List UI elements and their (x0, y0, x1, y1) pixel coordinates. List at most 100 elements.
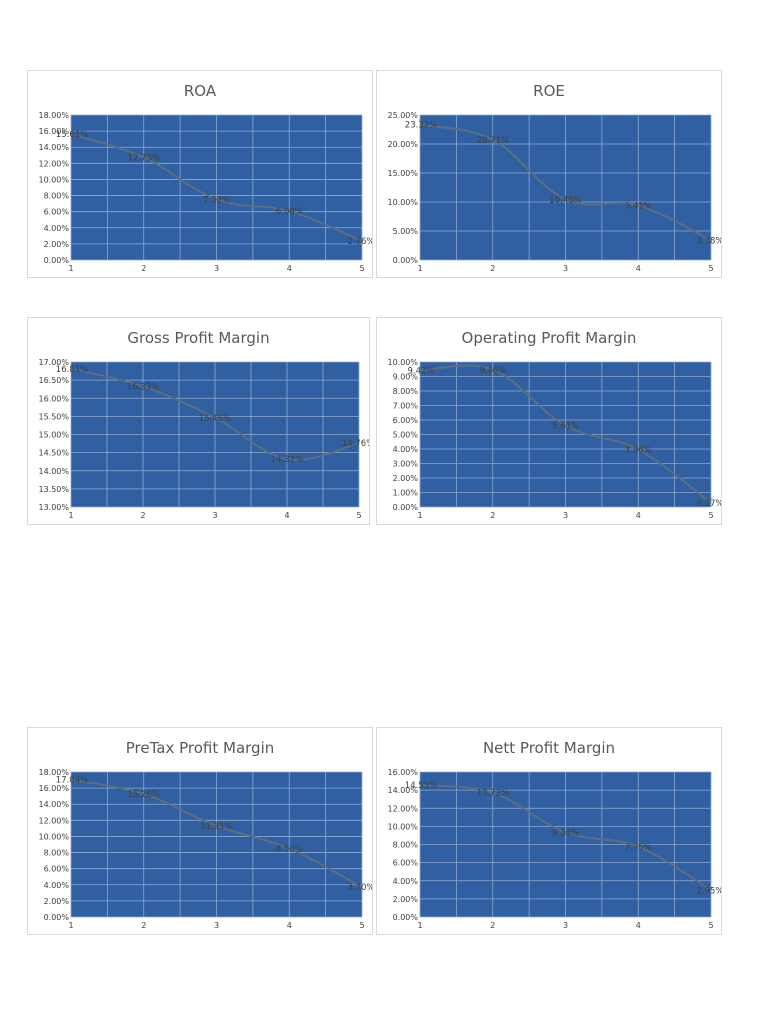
chart-title: PreTax Profit Margin (126, 739, 275, 757)
chart-roa: ROA 0.00% 2.00% 4.00% 6.00% 8.00% 10.00% 12.00%… (27, 70, 373, 278)
series-line (419, 784, 712, 892)
x-tick-label: 1 (417, 921, 422, 930)
series-line (419, 364, 712, 504)
data-label: 16.81% (56, 365, 88, 375)
y-tick-label: 18.00% (38, 111, 69, 120)
data-label: 20.71% (477, 136, 509, 146)
series-line (70, 367, 360, 461)
data-label: 13.72% (477, 789, 509, 799)
chart-title: ROA (184, 82, 217, 100)
y-tick-label: 8.00% (393, 387, 419, 396)
y-tick-label: 13.50% (38, 485, 69, 494)
chart-svg: Nett Profit Margin 0.00% 2.00% 4.00% 6.00% 8.… (387, 739, 721, 930)
data-label: 6.08% (276, 207, 303, 217)
y-tick-label: 14.00% (38, 467, 69, 476)
y-tick-label: 12.00% (38, 159, 69, 168)
data-label: 23.32% (405, 121, 437, 131)
data-label: 3.70% (347, 883, 372, 893)
x-tick-label: 2 (490, 264, 495, 273)
data-label: 16.33% (127, 382, 159, 392)
y-tick-label: 10.00% (38, 832, 69, 841)
y-tick-label: 13.00% (38, 503, 69, 512)
y-tick-label: 14.00% (387, 786, 418, 795)
y-tick-label: 15.00% (387, 169, 418, 178)
x-tick-label: 4 (287, 264, 292, 273)
y-tick-label: 6.00% (44, 865, 70, 874)
y-tick-label: 15.00% (38, 431, 69, 440)
y-tick-label: 10.00% (387, 198, 418, 207)
chart-nett-profit-margin: Nett Profit Margin 0.00% 2.00% 4.00% 6.00% 8.… (376, 727, 722, 935)
chart-title: Gross Profit Margin (127, 329, 269, 347)
y-tick-label: 0.00% (393, 913, 419, 922)
data-label: 7.52% (203, 195, 230, 205)
x-tick-label: 4 (284, 511, 289, 520)
chart-title: Operating Profit Margin (462, 329, 637, 347)
y-tick-label: 10.00% (387, 358, 418, 367)
x-tick-label: 4 (636, 921, 641, 930)
data-label: 9.42% (407, 366, 434, 376)
y-tick-label: 5.00% (393, 431, 419, 440)
y-tick-label: 0.00% (393, 503, 419, 512)
y-tick-label: 0.00% (393, 256, 419, 265)
y-tick-label: 2.00% (44, 240, 70, 249)
y-tick-label: 16.00% (38, 394, 69, 403)
series-line (70, 133, 363, 242)
x-tick-label: 3 (563, 921, 568, 930)
y-tick-label: 8.00% (393, 841, 419, 850)
y-tick-label: 0.00% (44, 256, 70, 265)
data-label: 15.26% (128, 790, 160, 800)
x-tick-label: 5 (359, 921, 364, 930)
y-tick-label: 6.00% (393, 416, 419, 425)
chart-svg: Gross Profit Margin 13.00% 13.50% 14.00% 14.… (38, 329, 369, 520)
chart-pretax-profit-margin: PreTax Profit Margin 0.00% 2.00% 4.00% 6.00%… (27, 727, 373, 935)
x-tick-label: 5 (359, 264, 364, 273)
chart-svg: ROA 0.00% 2.00% 4.00% 6.00% 8.00% 10.00% 12.00%… (38, 82, 372, 273)
data-label: 9.34% (552, 828, 579, 838)
series-line (419, 123, 712, 242)
series-line (70, 778, 363, 889)
x-tick-label: 2 (140, 511, 145, 520)
y-tick-label: 18.00% (38, 768, 69, 777)
data-label: 15.62% (56, 130, 88, 140)
x-tick-label: 1 (417, 511, 422, 520)
x-tick-label: 2 (490, 511, 495, 520)
y-tick-label: 16.50% (38, 376, 69, 385)
data-label: 3.38% (696, 236, 721, 246)
x-tick-label: 3 (214, 264, 219, 273)
chart-svg: Operating Profit Margin 0.00% 1.00% 2.00% 3.… (387, 329, 721, 520)
y-tick-label: 15.50% (38, 412, 69, 421)
y-tick-label: 14.50% (38, 449, 69, 458)
data-label: 12.73% (128, 153, 160, 163)
chart-operating-profit-margin: Operating Profit Margin 0.00% 1.00% 2.00% 3.… (376, 317, 722, 525)
y-tick-label: 16.00% (387, 768, 418, 777)
data-label: 3.96% (625, 446, 652, 456)
y-tick-label: 16.00% (38, 784, 69, 793)
chart-title: Nett Profit Margin (483, 739, 615, 757)
y-tick-label: 9.00% (393, 373, 419, 382)
x-tick-label: 1 (68, 511, 73, 520)
x-tick-label: 2 (490, 921, 495, 930)
data-label: 10.46% (549, 195, 581, 205)
data-label: 9.41% (625, 201, 652, 211)
x-tick-label: 5 (356, 511, 361, 520)
y-tick-label: 4.00% (393, 877, 419, 886)
y-tick-label: 2.00% (393, 474, 419, 483)
y-tick-label: 14.00% (38, 143, 69, 152)
y-tick-label: 7.00% (393, 402, 419, 411)
y-tick-label: 1.00% (393, 489, 419, 498)
data-label: 2.36% (347, 237, 372, 247)
x-tick-label: 4 (287, 921, 292, 930)
data-label: 7.75% (625, 843, 652, 853)
x-tick-label: 1 (68, 264, 73, 273)
data-label: 15.46% (199, 414, 231, 424)
x-tick-label: 1 (68, 921, 73, 930)
chart-svg: PreTax Profit Margin 0.00% 2.00% 4.00% 6.00%… (38, 739, 372, 930)
x-tick-label: 1 (417, 264, 422, 273)
y-tick-label: 6.00% (44, 208, 70, 217)
data-label: 5.61% (552, 422, 579, 432)
y-tick-label: 4.00% (393, 445, 419, 454)
data-label: 9.46% (479, 366, 506, 376)
y-tick-label: 2.00% (44, 897, 70, 906)
y-tick-label: 20.00% (387, 140, 418, 149)
